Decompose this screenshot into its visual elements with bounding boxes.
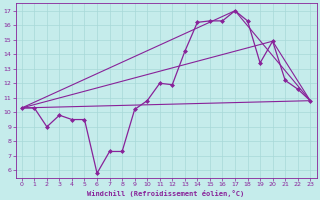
X-axis label: Windchill (Refroidissement éolien,°C): Windchill (Refroidissement éolien,°C) <box>87 190 245 197</box>
